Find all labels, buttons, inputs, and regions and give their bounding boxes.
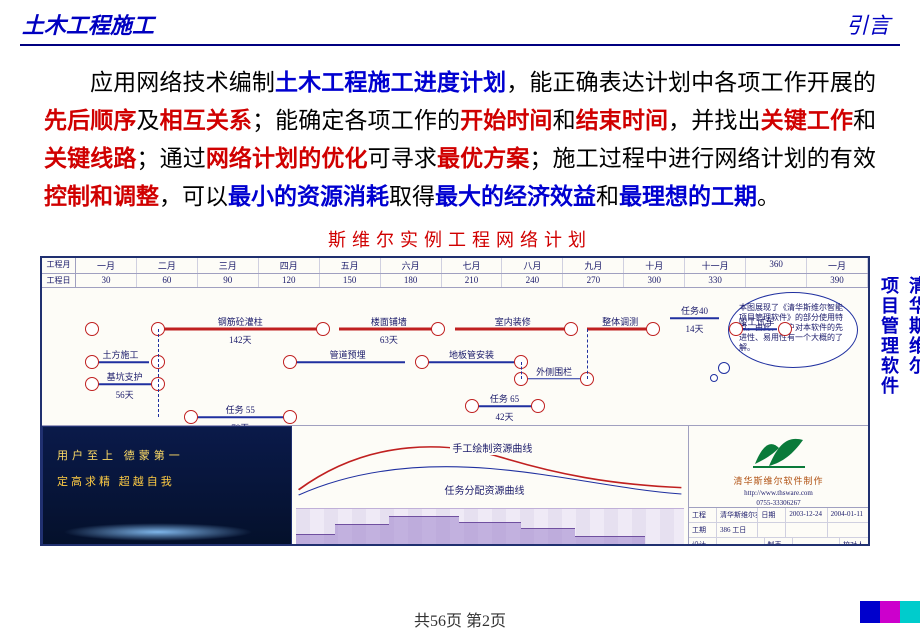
task-label: 地板管安装: [449, 348, 494, 361]
slide-header: 土木工程施工 引言: [0, 0, 920, 44]
network-node: [85, 355, 99, 369]
task-bar: [92, 384, 158, 386]
ad-line-1: 用户至上 德蒙第一: [57, 447, 184, 463]
task-bar: [472, 406, 538, 408]
task-label: 室内装修: [495, 315, 531, 328]
header-left-title: 土木工程施工: [22, 8, 154, 40]
network-node: [184, 410, 198, 424]
network-node: [316, 322, 330, 336]
network-node: [415, 355, 429, 369]
logo-tel: 0755-33306267: [756, 499, 800, 507]
calendar-months: 工程月 一月二月三月四月五月六月七月八月九月十月十一月360一月: [42, 258, 868, 274]
task-label: 任务 65: [490, 392, 519, 405]
task-label: 土方施工: [102, 348, 138, 361]
task-label: 钢筋砼灌柱: [218, 315, 263, 328]
task-bar: [521, 378, 587, 380]
logo-url: http://www.thsware.com: [744, 489, 813, 497]
task-bar: [290, 362, 406, 364]
header-right-label: 引言: [846, 8, 890, 40]
network-node: [564, 322, 578, 336]
side-label-1: 项目管理软件: [876, 276, 902, 396]
task-bar: [670, 317, 720, 319]
task-bar: [92, 362, 150, 364]
task-label: 整体调测: [602, 315, 638, 328]
task-label: 基坑支护: [107, 370, 143, 383]
task-label: 任务40: [681, 304, 708, 317]
network-node: [531, 399, 545, 413]
network-node: [85, 322, 99, 336]
network-diagram: 工程月 一月二月三月四月五月六月七月八月九月十月十一月360一月 工程日 306…: [40, 256, 870, 546]
calendar-days: 工程日 306090120150180210240270300330390: [42, 274, 868, 288]
network-node: [778, 322, 792, 336]
task-label: 竣工试车: [738, 315, 774, 328]
thsware-logo-icon: [749, 426, 809, 472]
ad-line-2: 定高求精 超越自我: [57, 473, 175, 489]
network-node: [85, 377, 99, 391]
network-node: [283, 355, 297, 369]
network-node: [431, 322, 445, 336]
info-panel: 清华斯维尔软件制作 http://www.thsware.com 0755-33…: [688, 426, 868, 546]
body-paragraph: 应用网络技术编制土木工程施工进度计划，能正确表达计划中各项工作开展的先后顺序及相…: [0, 54, 920, 224]
ad-panel: 用户至上 德蒙第一 定高求精 超越自我: [42, 426, 292, 546]
resource-histogram: [296, 508, 684, 546]
network-node: [283, 410, 297, 424]
curve-label-2: 任务分配资源曲线: [442, 482, 526, 497]
task-label: 楼面铺墙: [371, 315, 407, 328]
network-node: [646, 322, 660, 336]
diagram-title: 斯维尔实例工程网络计划: [0, 226, 920, 252]
diagram-area: 工程月 一月二月三月四月五月六月七月八月九月十月十一月360一月 工程日 306…: [40, 256, 902, 546]
network-chart: 本图展现了《清华斯维尔智能项目管理软件》的部分使用特点。由此，用户对本软件的先进…: [42, 288, 868, 426]
task-label: 外侧围栏: [536, 365, 572, 378]
page-footer: 共56页 第2页: [0, 607, 920, 631]
header-rule: [20, 44, 900, 46]
task-bar: [191, 417, 290, 419]
side-label-2: 清华斯维尔: [904, 276, 920, 376]
side-labels: 项目管理软件 清华斯维尔: [876, 256, 902, 546]
logo-box: 清华斯维尔软件制作 http://www.thsware.com 0755-33…: [689, 426, 868, 507]
network-node: [729, 322, 743, 336]
corner-decoration: [860, 601, 920, 623]
curve-label-1: 手工绘制资源曲线: [450, 440, 534, 455]
logo-caption: 清华斯维尔软件制作: [733, 474, 823, 487]
task-bar: [422, 362, 521, 364]
diagram-lower: 用户至上 德蒙第一 定高求精 超越自我 手工绘制资源曲线 任务分配资源曲线: [42, 426, 868, 546]
task-label: 管道预埋: [330, 348, 366, 361]
network-node: [465, 399, 479, 413]
task-label: 任务 55: [226, 403, 255, 416]
resource-panel: 手工绘制资源曲线 任务分配资源曲线: [292, 426, 688, 546]
info-table: 工程清华斯维尔实例工程日期2003-12-242004-01-11工期386 工…: [689, 507, 868, 546]
